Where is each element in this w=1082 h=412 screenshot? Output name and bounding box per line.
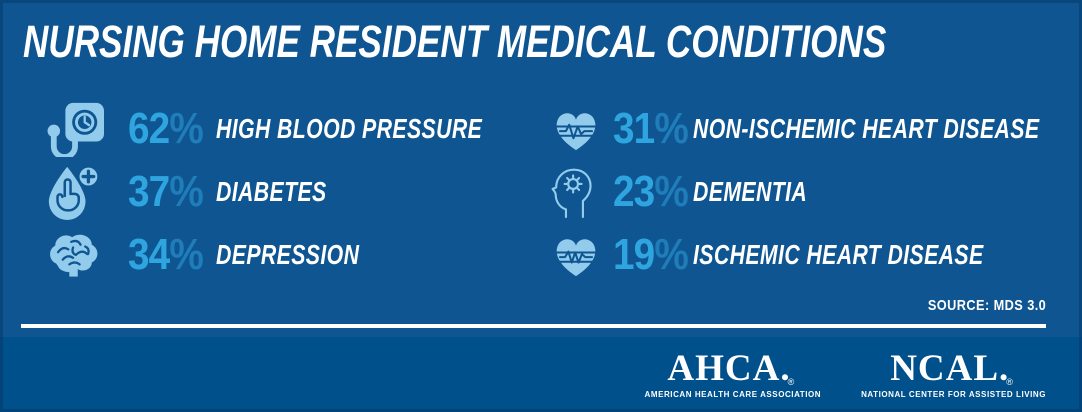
- stat-label: DEPRESSION: [216, 238, 360, 270]
- ahca-logo: AHCA.® AMERICAN HEALTH CARE ASSOCIATION: [645, 350, 822, 399]
- head-gear-icon: [549, 164, 613, 220]
- stat-high-blood-pressure: 62% HIGH BLOOD PRESSURE: [44, 97, 549, 160]
- blood-pressure-monitor-icon: [44, 101, 128, 157]
- source-note: SOURCE: MDS 3.0: [927, 297, 1046, 314]
- heart-ecg-icon: [549, 230, 613, 280]
- ncal-logo: NCAL.® NATIONAL CENTER FOR ASSISTED LIVI…: [861, 350, 1046, 399]
- ahca-wordmark: AHCA.®: [667, 348, 796, 389]
- stat-value: 37%: [128, 166, 204, 216]
- ahca-tagline: AMERICAN HEALTH CARE ASSOCIATION: [644, 390, 822, 399]
- ncal-tagline: NATIONAL CENTER FOR ASSISTED LIVING: [861, 390, 1046, 399]
- stat-value: 31%: [613, 103, 689, 153]
- stat-ischemic-heart-disease: 19% ISCHEMIC HEART DISEASE: [549, 223, 1082, 286]
- stat-depression: 34% DEPRESSION: [44, 223, 549, 286]
- stat-value: 19%: [613, 229, 689, 279]
- registered-mark-icon: ®: [787, 377, 796, 387]
- stat-label: DIABETES: [216, 175, 327, 207]
- stat-value: 34%: [128, 229, 204, 279]
- stat-non-ischemic-heart-disease: 31% NON-ISCHEMIC HEART DISEASE: [549, 97, 1082, 160]
- footer-bar: AHCA.® AMERICAN HEALTH CARE ASSOCIATION …: [0, 337, 1082, 412]
- page-title: NURSING HOME RESIDENT MEDICAL CONDITIONS: [23, 16, 887, 67]
- stat-label: ISCHEMIC HEART DISEASE: [693, 238, 984, 270]
- ncal-wordmark: NCAL.®: [890, 348, 1014, 389]
- stats-grid: 62% HIGH BLOOD PRESSURE 31% NON-ISCHEMIC…: [44, 97, 1054, 286]
- stat-dementia: 23% DEMENTIA: [549, 160, 1082, 223]
- brain-icon: [44, 228, 128, 282]
- stat-value: 62%: [128, 103, 204, 153]
- diabetes-hand-drop-icon: [44, 164, 128, 220]
- stat-diabetes: 37% DIABETES: [44, 160, 549, 223]
- stat-value: 23%: [613, 166, 689, 216]
- heart-pulse-icon: [549, 104, 613, 154]
- divider-line: [21, 324, 1046, 328]
- stat-label: NON-ISCHEMIC HEART DISEASE: [693, 112, 1040, 144]
- registered-mark-icon: ®: [1006, 377, 1014, 387]
- stat-label: HIGH BLOOD PRESSURE: [216, 112, 483, 144]
- stat-label: DEMENTIA: [693, 175, 808, 207]
